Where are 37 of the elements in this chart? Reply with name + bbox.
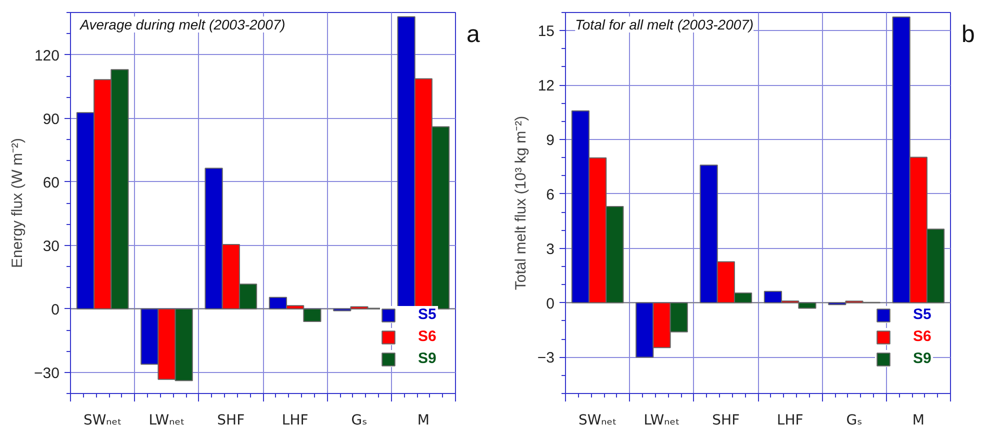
y-tick-label: 0 <box>546 295 554 312</box>
x-tick-label: LHF <box>776 412 804 428</box>
x-tick-label: Gₛ <box>351 412 368 428</box>
x-tick-label: LWₙₑₜ <box>148 412 185 428</box>
x-tick-label: SWₙₑₜ <box>578 412 617 428</box>
text: a <box>466 21 480 48</box>
legend-label: S9 <box>418 350 438 367</box>
chart-title: Total for all melt (2003-2007) <box>575 16 754 32</box>
y-tick-label: 120 <box>34 47 60 64</box>
legend-label: S6 <box>418 328 438 345</box>
y-tick-label: 9 <box>546 132 554 149</box>
y-tick-label: −3 <box>537 350 555 367</box>
legend-label: S5 <box>418 306 438 323</box>
y-tick-label: 15 <box>538 23 555 40</box>
legend-label: S6 <box>913 328 932 345</box>
text: b <box>962 21 975 48</box>
x-tick-label: M <box>417 412 430 428</box>
y-tick-label: 30 <box>42 238 60 255</box>
x-tick-label: M <box>912 412 924 428</box>
legend-label: S9 <box>913 350 932 367</box>
x-tick-label: SHF <box>712 412 740 428</box>
y-axis-title: Energy flux (W m⁻²) <box>9 138 26 268</box>
x-tick-label: Gₛ <box>846 412 862 428</box>
x-tick-label: LHF <box>282 412 308 428</box>
y-tick-label: 6 <box>546 186 554 204</box>
y-tick-label: 60 <box>42 174 60 192</box>
y-tick-label: 12 <box>538 78 555 95</box>
chart-title: Average during melt (2003-2007) <box>79 16 286 32</box>
y-tick-label: 90 <box>42 110 60 128</box>
legend-label: S5 <box>913 306 932 323</box>
y-tick-label: 0 <box>51 301 60 318</box>
x-tick-label: SHF <box>217 412 245 428</box>
x-tick-label: LWₙₑₜ <box>644 412 680 428</box>
y-tick-label: −30 <box>34 364 60 382</box>
y-axis-title: Total melt flux (10³ kg m⁻²) <box>512 116 530 290</box>
y-tick-label: 3 <box>546 240 554 258</box>
x-tick-label: SWₙₑₜ <box>83 412 122 428</box>
